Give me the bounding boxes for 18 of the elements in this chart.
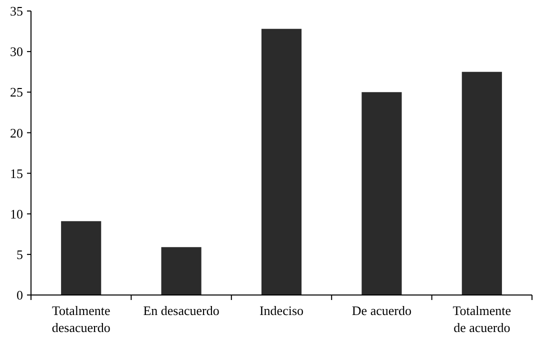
bar: [261, 28, 302, 295]
y-tick-label: 30: [10, 44, 23, 60]
y-tick-label: 20: [10, 125, 23, 140]
bar: [161, 247, 202, 295]
bar: [462, 72, 502, 295]
x-tick-label: De acuerdo: [352, 303, 412, 318]
y-tick-label: 5: [16, 246, 23, 262]
x-tick-label: Totalmente desacuerdo: [52, 303, 110, 335]
x-tick-label: Totalmente de acuerdo: [452, 303, 512, 335]
bar: [362, 92, 402, 295]
x-tick-label: En desacuerdo: [143, 303, 220, 318]
y-tick-label: 15: [10, 166, 23, 181]
y-tick-label: 10: [10, 206, 23, 222]
y-tick-label: 35: [10, 4, 23, 19]
bar: [61, 221, 102, 295]
y-tick-label: 25: [10, 84, 23, 100]
y-tick-label: 0: [16, 288, 23, 303]
x-tick-label: Indeciso: [259, 303, 304, 318]
